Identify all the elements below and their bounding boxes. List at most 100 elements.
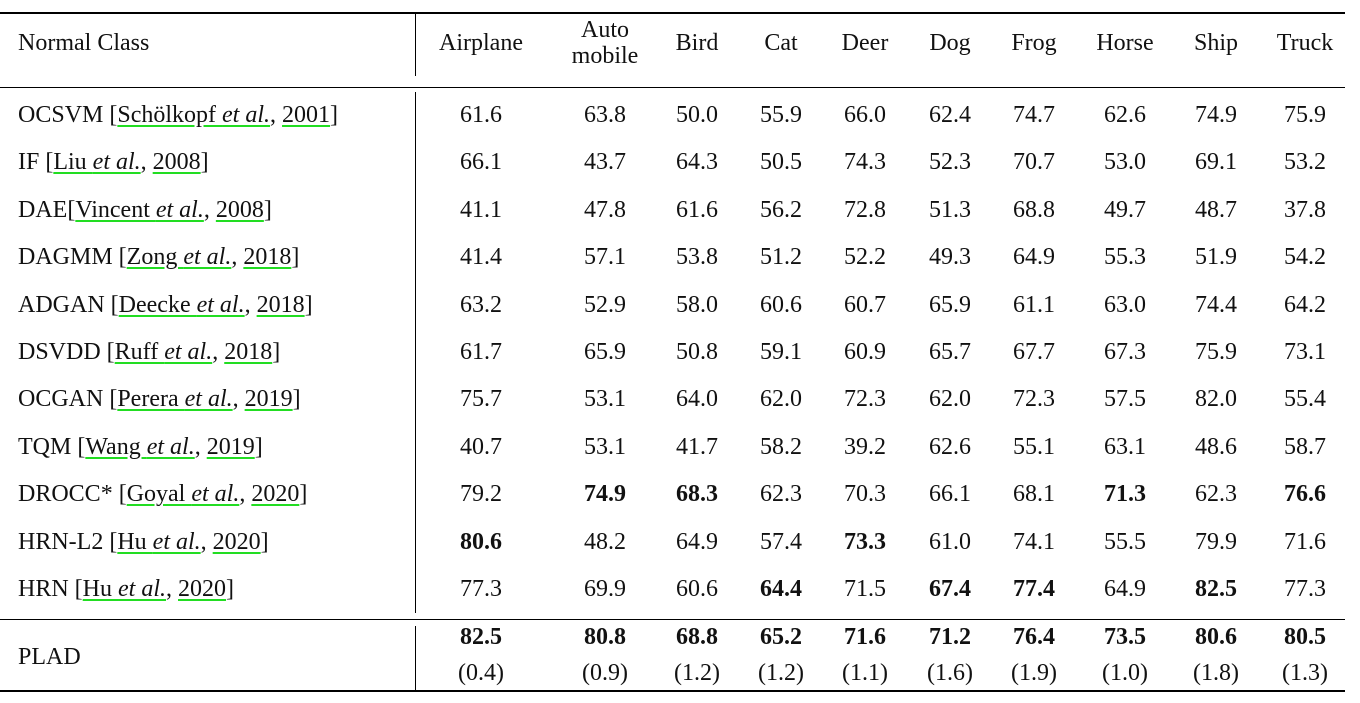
- score-cell: 57.5: [1104, 386, 1146, 413]
- score-cell: 63.2: [460, 291, 502, 318]
- header-cell: Truck: [1276, 30, 1334, 56]
- std-cell: (1.1): [842, 660, 888, 686]
- citation-link[interactable]: Goyal: [126, 481, 192, 508]
- citation-link[interactable]: et al.: [196, 291, 245, 318]
- score-cell: 64.9: [1104, 576, 1146, 602]
- label-text: ,: [270, 102, 283, 128]
- citation-link[interactable]: et al.: [184, 386, 233, 413]
- label-text: OCGAN [: [18, 386, 118, 413]
- score-cell: 60.6: [760, 291, 802, 318]
- score-cell: 37.8: [1284, 196, 1326, 223]
- citation-link[interactable]: Ruff: [114, 339, 165, 365]
- bottom-rule: [0, 690, 1345, 692]
- header-cell: Dog: [929, 30, 971, 56]
- score-cell: 49.3: [929, 244, 971, 271]
- method-label: ADGAN [Deecke et al., 2018]: [18, 292, 313, 318]
- citation-link[interactable]: et al.: [146, 433, 195, 460]
- score-cell: 67.3: [1104, 339, 1146, 365]
- citation-link[interactable]: Zong: [126, 244, 184, 271]
- citation-link[interactable]: et al.: [118, 576, 167, 602]
- citation-link[interactable]: 2020: [212, 528, 261, 555]
- score-cell: 66.0: [844, 102, 886, 128]
- score-cell: 80.6: [1195, 624, 1237, 650]
- citation-link[interactable]: Hu: [117, 528, 153, 555]
- citation-link[interactable]: Liu: [53, 149, 93, 176]
- citation-link[interactable]: 2008: [152, 149, 201, 176]
- score-cell: 63.1: [1104, 433, 1146, 460]
- citation-link[interactable]: 2018: [224, 339, 273, 365]
- score-cell: 48.2: [584, 528, 626, 555]
- label-text: ]: [200, 149, 209, 176]
- citation-link[interactable]: 2018: [256, 291, 305, 318]
- citation-link[interactable]: et al.: [164, 339, 213, 365]
- score-cell: 80.6: [460, 528, 502, 555]
- method-label: DAE[Vincent et al., 2008]: [18, 197, 272, 223]
- score-cell: 64.9: [676, 528, 718, 555]
- score-cell: 60.9: [844, 339, 886, 365]
- column-divider: [415, 14, 416, 76]
- score-cell: 72.3: [1013, 386, 1055, 413]
- score-cell: 69.1: [1195, 149, 1237, 176]
- score-cell: 82.0: [1195, 386, 1237, 413]
- method-label: HRN [Hu et al., 2020]: [18, 576, 234, 602]
- std-cell: (0.4): [458, 660, 504, 686]
- method-label: OCSVM [Schölkopf et al., 2001]: [18, 102, 338, 128]
- score-cell: 70.7: [1013, 149, 1055, 176]
- label-text: OCSVM [: [18, 102, 118, 128]
- label-text: ,: [140, 149, 153, 176]
- citation-link[interactable]: et al.: [222, 102, 271, 128]
- score-cell: 82.5: [1195, 576, 1237, 602]
- score-cell: 71.5: [844, 576, 886, 602]
- score-cell: 75.9: [1284, 102, 1326, 128]
- score-cell: 74.9: [1195, 102, 1237, 128]
- citation-link[interactable]: Perera: [117, 386, 185, 413]
- method-label: TQM [Wang et al., 2019]: [18, 434, 263, 460]
- score-cell: 76.4: [1013, 624, 1055, 650]
- citation-link[interactable]: Hu: [82, 576, 119, 602]
- header-cell: Airplane: [439, 30, 523, 56]
- citation-link[interactable]: 2020: [251, 481, 300, 508]
- citation-link[interactable]: 2019: [206, 433, 255, 460]
- score-cell: 67.7: [1013, 339, 1055, 365]
- score-cell: 61.1: [1013, 291, 1055, 318]
- score-cell: 51.2: [760, 244, 802, 271]
- label-text: ,: [232, 386, 245, 413]
- score-cell: 62.0: [760, 386, 802, 413]
- score-cell: 50.0: [676, 102, 718, 128]
- std-cell: (1.6): [927, 660, 973, 686]
- citation-link[interactable]: et al.: [191, 481, 240, 508]
- score-cell: 63.0: [1104, 291, 1146, 318]
- score-cell: 55.3: [1104, 244, 1146, 271]
- citation-link[interactable]: et al.: [155, 196, 204, 223]
- citation-link[interactable]: et al.: [152, 528, 201, 555]
- citation-link[interactable]: 2019: [244, 386, 293, 413]
- score-cell: 74.9: [584, 481, 626, 508]
- score-cell: 82.5: [460, 624, 502, 650]
- citation-link[interactable]: Wang: [85, 433, 147, 460]
- citation-link[interactable]: et al.: [92, 149, 141, 176]
- citation-link[interactable]: 2020: [178, 576, 227, 602]
- score-cell: 54.2: [1284, 244, 1326, 271]
- score-cell: 64.3: [676, 149, 718, 176]
- citation-link[interactable]: 2018: [243, 244, 292, 271]
- score-cell: 71.6: [1284, 528, 1326, 555]
- score-cell: 68.1: [1013, 481, 1055, 508]
- score-cell: 57.4: [760, 528, 802, 555]
- citation-link[interactable]: Schölkopf: [117, 102, 223, 128]
- score-cell: 50.5: [760, 149, 802, 176]
- score-cell: 48.7: [1195, 196, 1237, 223]
- score-cell: 52.9: [584, 291, 626, 318]
- citation-link[interactable]: Vincent: [75, 196, 156, 223]
- std-cell: (1.8): [1193, 660, 1239, 686]
- score-cell: 64.0: [676, 386, 718, 413]
- citation-link[interactable]: 2008: [215, 196, 264, 223]
- header-cell: Deer: [841, 30, 889, 56]
- citation-link[interactable]: 2001: [282, 102, 331, 128]
- score-cell: 62.6: [929, 433, 971, 460]
- score-cell: 51.9: [1195, 244, 1237, 271]
- citation-link[interactable]: et al.: [183, 244, 232, 271]
- score-cell: 41.1: [460, 196, 502, 223]
- std-cell: (0.9): [582, 660, 628, 686]
- citation-link[interactable]: Deecke: [118, 291, 197, 318]
